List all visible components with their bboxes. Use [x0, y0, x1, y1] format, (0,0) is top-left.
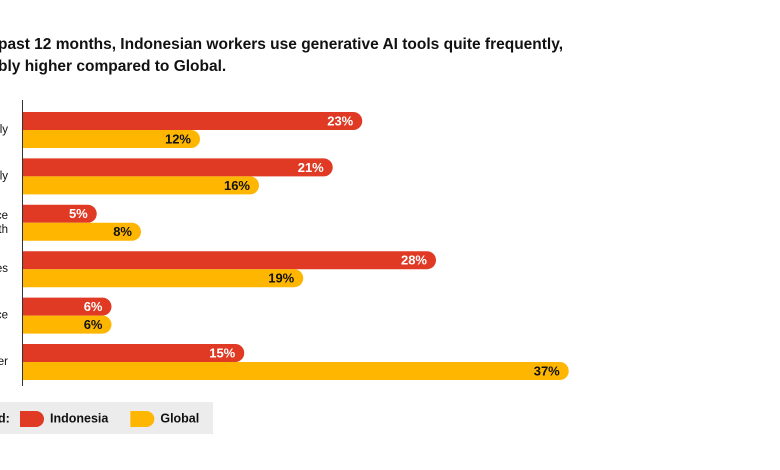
legend-swatch: [130, 411, 155, 427]
value-label: 23%: [327, 113, 353, 128]
value-label: 8%: [113, 224, 132, 239]
value-label: 5%: [69, 206, 88, 221]
value-label: 21%: [298, 160, 324, 175]
legend-label: Indonesia: [50, 411, 109, 425]
chart-title: bly higher compared to Global.: [0, 58, 226, 75]
bar: [23, 130, 200, 148]
legend-swatch: [20, 411, 44, 427]
category-label: ly: [0, 170, 8, 182]
bar: [23, 315, 112, 334]
value-label: 16%: [224, 178, 250, 193]
value-label: 12%: [165, 131, 191, 146]
category-label: ce: [0, 210, 8, 222]
value-label: 6%: [84, 317, 103, 332]
bar: [23, 269, 304, 288]
bar: [23, 204, 97, 223]
category-label: ly: [0, 124, 8, 136]
value-label: 28%: [401, 253, 427, 268]
bar: [23, 158, 333, 177]
bar: [23, 362, 569, 380]
bar: [23, 112, 363, 130]
category-label: th: [0, 224, 8, 236]
value-label: 15%: [209, 345, 235, 360]
bar: [23, 176, 259, 195]
value-label: 37%: [534, 363, 560, 378]
legend-label: Global: [160, 411, 199, 425]
bar: [23, 251, 436, 270]
value-label: 19%: [268, 271, 294, 286]
category-label: es: [0, 263, 8, 275]
chart-title: past 12 months, Indonesian workers use g…: [0, 36, 563, 53]
category-label: ce: [0, 310, 8, 322]
category-label: er: [0, 356, 8, 368]
legend-title: d:: [0, 411, 10, 425]
value-label: 6%: [84, 299, 103, 314]
bar: [23, 297, 112, 316]
bar: [23, 222, 141, 241]
bar: [23, 344, 245, 362]
